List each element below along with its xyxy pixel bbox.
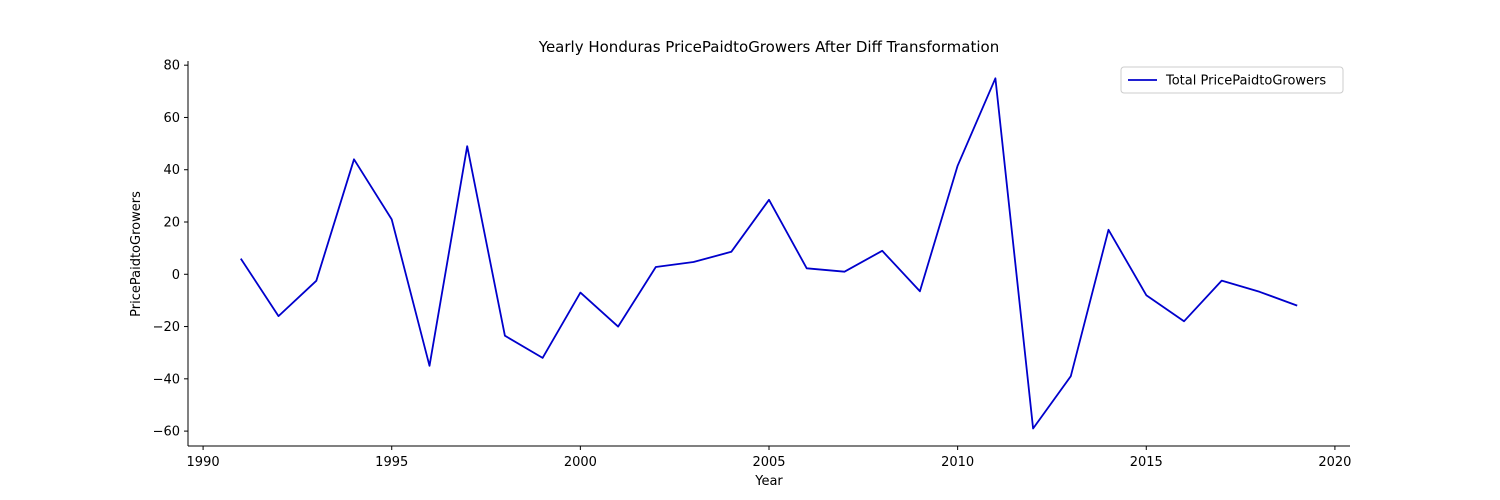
legend-label: Total PricePaidtoGrowers [1165, 74, 1326, 89]
x-tick-label: 1995 [375, 455, 408, 470]
y-tick-label: 20 [163, 216, 180, 231]
y-tick-label: −60 [153, 425, 180, 440]
y-tick-label: −40 [153, 372, 180, 387]
y-tick-label: −20 [153, 320, 180, 335]
x-tick-label: 2015 [1130, 455, 1163, 470]
y-tick-label: 40 [163, 163, 180, 178]
y-tick-label: 0 [172, 268, 180, 283]
plot-area [240, 77, 1298, 430]
x-axis-label: Year [754, 474, 783, 489]
y-axis-ticks: −60 −40 −20 0 20 40 60 80 [153, 59, 188, 440]
legend: Total PricePaidtoGrowers [1120, 66, 1344, 94]
x-tick-label: 2020 [1318, 455, 1351, 470]
x-tick-label: 2010 [941, 455, 974, 470]
x-tick-label: 2005 [752, 455, 785, 470]
y-axis-label: PricePaidtoGrowers [129, 191, 144, 317]
x-tick-label: 1990 [187, 455, 220, 470]
legend-box [1120, 66, 1344, 94]
series-line-0 [240, 77, 1298, 430]
y-tick-label: 80 [163, 59, 180, 74]
chart-title: Yearly Honduras PricePaidtoGrowers After… [538, 38, 999, 56]
x-tick-label: 2000 [564, 455, 597, 470]
x-axis-ticks: 1990 1995 2000 2005 2010 2015 2020 [187, 446, 1351, 470]
y-tick-label: 60 [163, 111, 180, 126]
